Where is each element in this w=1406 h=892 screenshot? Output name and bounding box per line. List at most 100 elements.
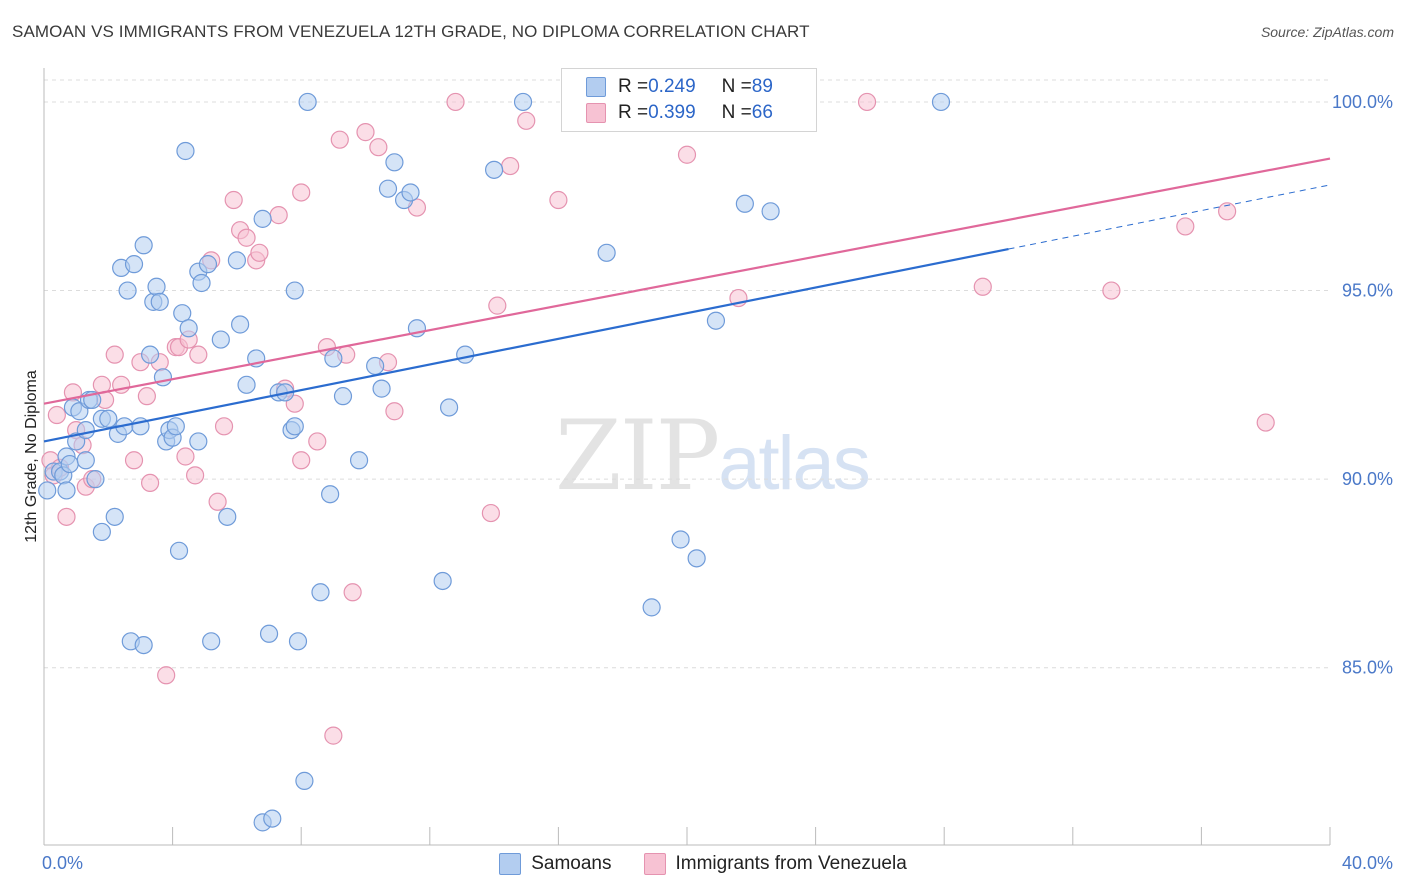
- samoans-point: [147, 277, 166, 296]
- samoans-point: [76, 420, 95, 440]
- samoans-point: [285, 417, 304, 436]
- legend-item-venezuela[interactable]: Immigrants from Venezuela: [643, 853, 907, 875]
- samoans-point: [57, 481, 76, 500]
- samoans-point: [288, 632, 308, 651]
- venezuela-point: [446, 92, 465, 112]
- venezuela-point: [501, 156, 520, 176]
- legend-n-value: 66: [751, 102, 773, 123]
- samoans-point: [118, 281, 137, 300]
- venezuela-point: [343, 583, 362, 602]
- chart-title: SAMOAN VS IMMIGRANTS FROM VENEZUELA 12TH…: [12, 22, 810, 41]
- samoans-point: [150, 292, 169, 311]
- samoans-point: [311, 583, 330, 602]
- samoans-point: [513, 92, 533, 112]
- samoans-trend-line: [43, 247, 1009, 443]
- samoans-point: [372, 379, 391, 398]
- samoans-point: [231, 315, 250, 334]
- venezuela-point: [292, 183, 311, 202]
- venezuela-point: [1218, 202, 1237, 221]
- samoans-point: [931, 92, 951, 112]
- samoans-point: [86, 470, 105, 489]
- venezuela-trend-line: [43, 157, 1331, 405]
- samoans-point: [211, 330, 230, 349]
- legend-swatch-samoans: [499, 853, 522, 875]
- samoans-point: [433, 571, 452, 591]
- legend-label-samoans: Samoans: [531, 853, 612, 874]
- legend-swatch-venezuela: [643, 853, 666, 875]
- samoans-point: [140, 345, 160, 364]
- samoans-point: [366, 356, 385, 376]
- venezuela-point: [857, 92, 877, 112]
- samoans-point: [76, 451, 95, 470]
- y-tick-label: 100.0%: [1332, 92, 1393, 112]
- watermark-zip: ZIP: [555, 400, 720, 512]
- legend-swatch-samoans: [586, 77, 606, 97]
- venezuela-point: [140, 473, 160, 493]
- y-tick-label: 90.0%: [1342, 469, 1393, 489]
- trend-lines: [43, 157, 1331, 443]
- samoans-point: [227, 251, 246, 270]
- samoans-point: [285, 281, 304, 300]
- venezuela-point: [176, 447, 195, 466]
- venezuela-point: [105, 345, 124, 364]
- samoans-point: [761, 202, 780, 221]
- correlation-legend: R = 0.249 N = 89 R = 0.399 N = 66: [561, 68, 817, 132]
- samoans-trend-extension: [1008, 184, 1331, 250]
- grid-lines: [44, 79, 1330, 669]
- samoans-point: [179, 319, 198, 338]
- samoans-point: [38, 481, 57, 500]
- samoans-point: [295, 771, 314, 790]
- series-legend: Samoans Immigrants from Venezuela: [0, 850, 1406, 878]
- venezuela-point: [189, 345, 208, 364]
- samoans-point: [124, 255, 144, 274]
- venezuela-point: [1256, 413, 1275, 432]
- legend-r-label: R =: [618, 102, 649, 123]
- samoans-point: [198, 255, 218, 274]
- venezuela-point: [137, 387, 156, 406]
- samoans-point: [99, 409, 118, 428]
- venezuela-point: [269, 206, 288, 225]
- samoans-point: [298, 92, 317, 112]
- source-label: Source: ZipAtlas.com: [1260, 24, 1394, 40]
- venezuela-point: [308, 432, 327, 451]
- legend-item-samoans[interactable]: Samoans: [499, 853, 612, 875]
- axes: [43, 68, 1331, 846]
- x-tick-label: 0.0%: [42, 853, 83, 873]
- samoans-point: [218, 507, 237, 526]
- samoans-point: [597, 243, 616, 262]
- samoans-point: [687, 549, 706, 568]
- samoans-point: [671, 530, 690, 549]
- samoans-point: [735, 194, 754, 213]
- watermark: ZIPatlas: [555, 400, 871, 512]
- y-axis-label: 12th Grade, No Diploma: [23, 370, 40, 543]
- legend-label-venezuela: Immigrants from Venezuela: [675, 853, 907, 874]
- venezuela-point: [481, 503, 500, 523]
- legend-swatch-venezuela: [586, 103, 606, 123]
- watermark-atlas: atlas: [718, 421, 871, 506]
- samoans-point: [706, 311, 726, 330]
- samoans-point: [173, 304, 192, 323]
- samoans-point: [105, 507, 124, 526]
- venezuela-point: [124, 451, 144, 470]
- samoans-point: [456, 345, 475, 364]
- samoans-point: [642, 598, 661, 617]
- legend-n-label: N =: [721, 76, 752, 97]
- venezuela-point: [973, 277, 992, 296]
- samoans-point: [333, 387, 353, 406]
- venezuela-point: [1102, 281, 1121, 300]
- samoans-point: [189, 432, 208, 451]
- legend-n-label: N =: [721, 102, 752, 123]
- x-tick-label: 40.0%: [1342, 853, 1393, 873]
- samoans-point: [321, 485, 340, 504]
- legend-row-venezuela: R = 0.399 N = 66: [586, 100, 773, 126]
- venezuela-point: [369, 138, 388, 157]
- venezuela-point: [517, 111, 536, 130]
- samoans-point: [192, 273, 211, 293]
- legend-r-label: R =: [618, 76, 649, 97]
- venezuela-point: [488, 296, 507, 315]
- samoans-point: [324, 349, 343, 368]
- samoans-point: [237, 375, 256, 394]
- venezuela-point: [677, 145, 697, 164]
- venezuela-point: [224, 190, 243, 210]
